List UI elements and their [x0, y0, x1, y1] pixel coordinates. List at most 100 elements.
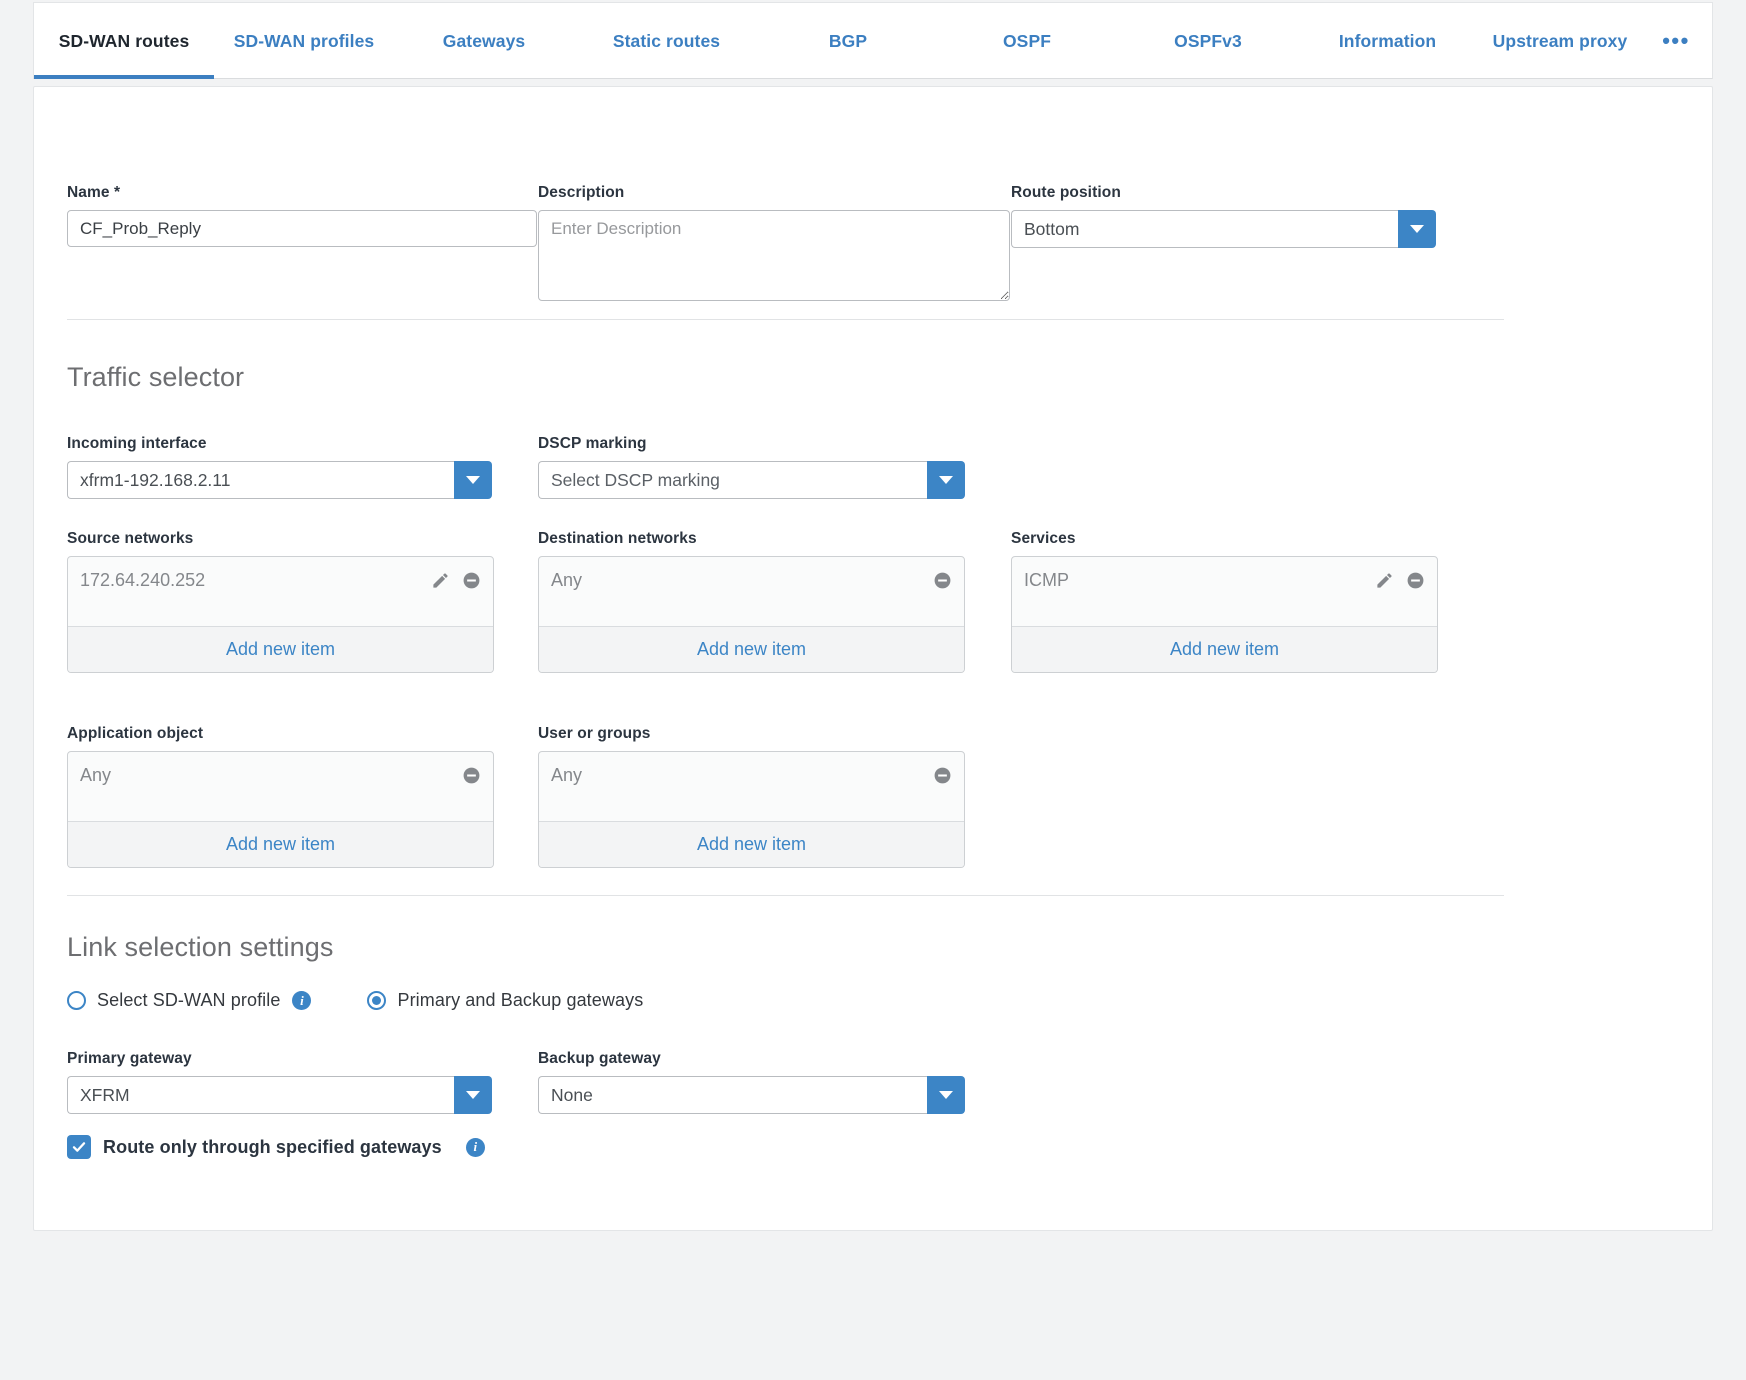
tab-ospf[interactable]: OSPF	[937, 3, 1117, 79]
source-networks-items: 172.64.240.252	[68, 557, 493, 626]
remove-circle-icon[interactable]	[462, 571, 481, 590]
tab-label: Information	[1338, 30, 1437, 51]
route-position-value: Bottom	[1011, 210, 1398, 248]
tab-information[interactable]: Information	[1299, 3, 1476, 79]
primary-gateway-label: Primary gateway	[67, 1050, 192, 1067]
services-label: Services	[1011, 530, 1076, 547]
field-incoming-interface: Incoming interface xfrm1-192.168.2.11	[67, 435, 492, 499]
tab-label: Upstream proxy	[1492, 30, 1628, 51]
route-position-select[interactable]: Bottom	[1011, 210, 1436, 248]
more-horizontal-icon: •••	[1662, 28, 1690, 54]
field-application-object: Application object Any Add new item	[67, 725, 494, 868]
primary-gateway-select[interactable]: XFRM	[67, 1076, 492, 1114]
tab-label: Static routes	[612, 30, 721, 51]
list-item-label: 172.64.240.252	[80, 569, 206, 590]
info-icon[interactable]: i	[292, 991, 312, 1010]
link-selection-radio-group: Select SD-WAN profile i Primary and Back…	[67, 990, 643, 1011]
remove-circle-icon[interactable]	[933, 766, 952, 785]
list-item[interactable]: 172.64.240.252	[80, 567, 481, 593]
tab-label: Gateways	[442, 30, 526, 51]
remove-circle-icon[interactable]	[1406, 571, 1425, 590]
tab-gateways[interactable]: Gateways	[394, 3, 574, 79]
divider-traffic-selector	[67, 895, 1504, 896]
dscp-marking-label: DSCP marking	[538, 435, 647, 452]
description-label: Description	[538, 184, 625, 201]
services-add-new-item-button[interactable]: Add new item	[1012, 626, 1437, 672]
route-only-checkbox[interactable]	[67, 1135, 91, 1159]
dscp-marking-select[interactable]: Select DSCP marking	[538, 461, 965, 499]
list-item-label: Any	[80, 764, 112, 785]
list-item[interactable]: Any	[551, 762, 952, 788]
remove-circle-icon[interactable]	[933, 571, 952, 590]
field-description: Description	[538, 184, 1010, 306]
chevron-down-icon[interactable]	[927, 1076, 965, 1114]
tab-overflow-menu-button[interactable]: •••	[1644, 3, 1708, 79]
chevron-down-icon[interactable]	[927, 461, 965, 499]
description-textarea[interactable]	[538, 210, 1010, 301]
chevron-down-icon[interactable]	[1398, 210, 1436, 248]
route-only-label: Route only through specified gateways	[103, 1136, 442, 1157]
services-listbox: ICMP Add new item	[1011, 556, 1438, 673]
edit-pencil-icon[interactable]	[431, 571, 450, 590]
field-user-or-groups: User or groups Any Add new item	[538, 725, 965, 868]
tab-static-routes[interactable]: Static routes	[574, 3, 759, 79]
user-or-groups-label: User or groups	[538, 725, 651, 742]
radio-select-sdwan-profile[interactable]: Select SD-WAN profile i	[67, 990, 312, 1011]
traffic-selector-heading: Traffic selector	[67, 362, 245, 392]
application-object-add-new-item-button[interactable]: Add new item	[68, 821, 493, 867]
tab-label: SD-WAN routes	[58, 30, 190, 51]
remove-circle-icon[interactable]	[462, 766, 481, 785]
route-only-through-specified-gateways-row[interactable]: Route only through specified gateways i	[67, 1135, 485, 1159]
field-name: Name *	[67, 184, 537, 247]
tab-upstream-proxy[interactable]: Upstream proxy	[1476, 3, 1644, 79]
field-route-position: Route position Bottom	[1011, 184, 1436, 248]
radio-primary-and-backup-gateways[interactable]: Primary and Backup gateways	[367, 990, 643, 1011]
services-items: ICMP	[1012, 557, 1437, 626]
list-item[interactable]: ICMP	[1024, 567, 1425, 593]
list-item-label: Any	[551, 569, 583, 590]
application-object-items: Any	[68, 752, 493, 821]
destination-networks-items: Any	[539, 557, 964, 626]
tab-label: OSPFv3	[1174, 30, 1242, 51]
application-object-label: Application object	[67, 725, 204, 742]
destination-networks-add-new-item-button[interactable]: Add new item	[539, 626, 964, 672]
field-backup-gateway: Backup gateway None	[538, 1050, 965, 1114]
tab-label: BGP	[828, 30, 868, 51]
info-icon[interactable]: i	[465, 1137, 485, 1157]
incoming-interface-label: Incoming interface	[67, 435, 207, 452]
tab-bgp[interactable]: BGP	[759, 3, 937, 79]
edit-pencil-icon[interactable]	[1375, 571, 1394, 590]
radio-label: Primary and Backup gateways	[397, 990, 644, 1010]
divider-general	[67, 319, 1504, 320]
field-dscp-marking: DSCP marking Select DSCP marking	[538, 435, 965, 499]
field-source-networks: Source networks 172.64.240.252	[67, 530, 494, 673]
tab-sd-wan-routes[interactable]: SD-WAN routes	[34, 3, 214, 79]
user-or-groups-add-new-item-button[interactable]: Add new item	[539, 821, 964, 867]
link-selection-heading: Link selection settings	[67, 932, 334, 962]
incoming-interface-select[interactable]: xfrm1-192.168.2.11	[67, 461, 492, 499]
backup-gateway-select[interactable]: None	[538, 1076, 965, 1114]
name-label: Name *	[67, 184, 121, 201]
list-item[interactable]: Any	[551, 567, 952, 593]
field-primary-gateway: Primary gateway XFRM	[67, 1050, 492, 1114]
dscp-marking-value: Select DSCP marking	[538, 461, 927, 499]
field-services: Services ICMP	[1011, 530, 1438, 673]
radio-button-circle-icon[interactable]	[67, 991, 86, 1010]
destination-networks-listbox: Any Add new item	[538, 556, 965, 673]
source-networks-add-new-item-button[interactable]: Add new item	[68, 626, 493, 672]
list-item[interactable]: Any	[80, 762, 481, 788]
radio-button-circle-icon[interactable]	[367, 991, 387, 1010]
tab-sd-wan-profiles[interactable]: SD-WAN profiles	[214, 3, 394, 79]
name-input[interactable]	[67, 210, 537, 247]
list-item-label: Any	[551, 764, 583, 785]
source-networks-label: Source networks	[67, 530, 194, 547]
tab-ospfv3[interactable]: OSPFv3	[1117, 3, 1299, 79]
chevron-down-icon[interactable]	[454, 1076, 492, 1114]
route-form-card: Name * Description Route position Bottom…	[33, 86, 1713, 1231]
tab-bar: SD-WAN routes SD-WAN profiles Gateways S…	[33, 2, 1713, 79]
route-position-label: Route position	[1011, 184, 1121, 201]
chevron-down-icon[interactable]	[454, 461, 492, 499]
user-or-groups-items: Any	[539, 752, 964, 821]
tab-label: OSPF	[1002, 30, 1052, 51]
